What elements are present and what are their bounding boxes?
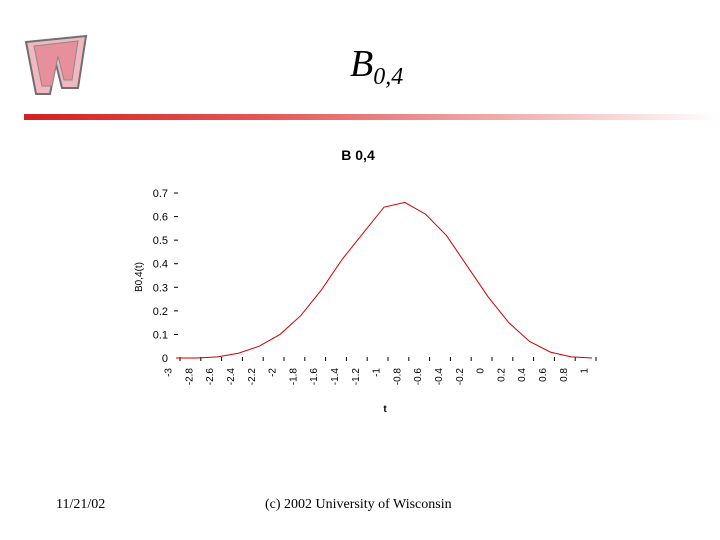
x-tick-label: -0.8: [392, 368, 403, 386]
x-axis-label: t: [383, 404, 387, 415]
y-tick-label: 0.2: [153, 306, 168, 318]
title-divider-bar: [24, 114, 720, 120]
chart-title: B 0,4: [341, 147, 375, 163]
x-tick-label: -2.2: [247, 368, 258, 386]
chart: B 0,4 B0,4(t) t 0 0.1 0.2 0.3 0.4 0.5 0.6 0.7 -…: [134, 147, 597, 415]
y-tick-label: 0.5: [153, 235, 168, 247]
x-tick-label: -3: [164, 368, 175, 377]
y-axis-ticks: 0 0.1 0.2 0.3 0.4 0.5 0.6 0.7: [153, 188, 178, 365]
x-tick-label: -1.8: [288, 368, 299, 386]
footer-date: 11/21/02: [56, 497, 106, 512]
x-tick-label: -1.2: [351, 368, 362, 386]
y-tick-label: 0.1: [153, 329, 168, 341]
x-tick-label: -0.2: [455, 368, 466, 386]
x-tick-label: -2.4: [226, 368, 237, 386]
x-tick-label: -0.4: [434, 368, 445, 386]
x-tick-label: -1: [372, 368, 383, 377]
university-w-logo-icon: [24, 34, 88, 95]
y-tick-label: 0.7: [153, 188, 168, 200]
x-tick-label: 0.2: [496, 368, 507, 382]
slide-title-subscript: 0,4: [373, 64, 404, 90]
x-tick-label: -1.4: [330, 368, 341, 386]
y-tick-label: 0.3: [153, 282, 168, 294]
footer-copyright: (c) 2002 University of Wisconsin: [265, 497, 452, 512]
x-tick-label: 0: [476, 368, 487, 374]
slide-title-main: B: [350, 43, 374, 85]
y-tick-label: 0.4: [153, 259, 168, 271]
slide-title: B0,4: [350, 42, 403, 90]
x-tick-label: 0.4: [517, 368, 528, 382]
x-tick-label: -2.8: [184, 368, 195, 386]
y-axis-label: B0,4(t): [134, 262, 145, 292]
y-tick-label: 0.6: [153, 212, 168, 224]
x-tick-label: -2.6: [205, 368, 216, 386]
x-axis-ticks: -3 -2.8 -2.6 -2.4 -2.2 -2 -1.8 -1.6 -1.4 -1.2 -1 -0…: [164, 357, 597, 386]
series-line: [176, 201, 593, 359]
x-tick-label: -0.6: [413, 368, 424, 386]
y-tick-label: 0: [162, 353, 168, 365]
x-tick-label: 0.8: [559, 368, 570, 382]
x-tick-label: -2: [268, 368, 279, 377]
x-tick-label: -1.6: [309, 368, 320, 386]
x-tick-label: 0.6: [538, 368, 549, 382]
x-tick-label: 1: [580, 368, 591, 374]
